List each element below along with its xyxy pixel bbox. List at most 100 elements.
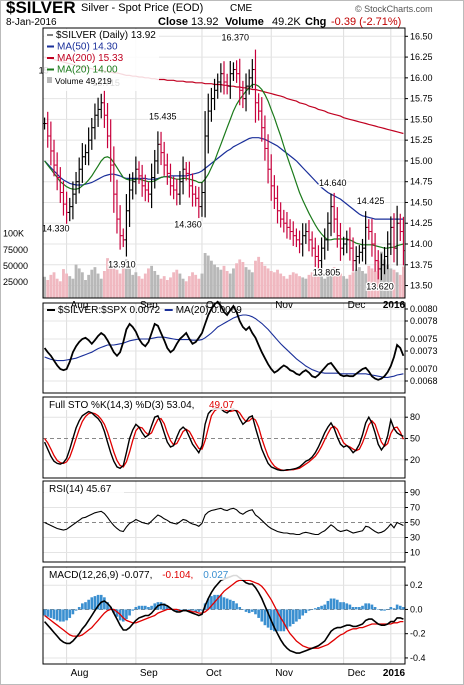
ratio-line [43,300,405,381]
volume-bar [307,274,311,298]
volume-bar [206,255,210,298]
volume-bar [323,278,327,298]
volume-bar [357,267,361,298]
volume-bar [392,269,396,298]
macd-histogram-bar [112,609,116,614]
rsi-line [44,507,404,536]
price-panel-frame [42,27,406,299]
macd-histogram-bar [125,609,128,620]
macd-histogram-bar [361,605,364,610]
x-month-label-top-1: Sep [140,300,158,311]
macd-histogram-bar [354,607,358,610]
macd-histogram-bar [364,603,367,610]
macd-histogram-bar [251,609,254,612]
macd-histogram-bar [43,609,46,616]
instrument-name: Silver - Spot Price (EOD) [81,2,204,14]
watermark: © StockCharts.com [355,4,433,14]
volume-bar [232,268,235,298]
macd-histogram-bar [345,603,349,610]
macd-histogram-bar [266,609,270,628]
y-tick-label-3-3: 30 [410,533,420,543]
symbol-title: $SILVER [6,0,76,17]
macd-histogram-bar [342,602,345,610]
volume-bar [209,260,213,298]
macd-histogram-bar [232,600,235,610]
y-tick-label-3-2: 50 [410,518,420,528]
macd-histogram-bar [153,603,157,610]
x-month-label-top-0: Aug [71,300,89,311]
volume-bar [46,280,50,298]
y-tick-label-2-1: 50 [410,434,420,444]
volume-bar [244,267,248,298]
price-legend-text-3: MA(20) 14.00 [57,65,118,76]
x-month-label-bottom-5: 2016 [383,668,406,679]
rsi-panel-frame [42,480,406,563]
ratio-ma20-line [44,314,404,378]
macd-histogram-bar [298,609,301,620]
macd-histogram-bar [329,598,333,610]
macd-legend-box [44,568,259,580]
ratio-panel-frame [42,302,406,394]
macd-histogram-bar [49,609,53,618]
volume-bar [150,265,154,298]
macd-histogram-bar [241,609,245,610]
macd-histogram-bar [386,609,390,610]
macd-histogram-bar [84,602,87,610]
price-legend-box [44,29,159,91]
macd-histogram-bar [260,609,264,622]
macd-histogram-bar [222,597,226,610]
volume-bar [187,276,191,298]
y-tick-label-1-5: 0.0068 [410,376,438,386]
y-tick-label-2-2: 20 [410,455,420,465]
price-annotation-4: 14.360 [174,219,202,229]
volume-bar [320,276,323,298]
macd-histogram-bar [288,609,292,627]
y-tick-label-4-2: -0.2 [410,629,426,639]
macd-histogram-bar [103,597,106,610]
macd-histogram-bar [301,609,305,616]
volume-bar [294,273,298,298]
macd-histogram-bar [398,605,402,610]
volume-bar [84,280,87,298]
volume-bar [162,276,166,298]
macd-histogram-bar [358,607,361,610]
macd-histogram-bar [197,609,201,612]
volume-bar [370,268,374,298]
volume-bar [329,271,333,298]
macd-histogram-bar [181,609,185,610]
volume-bar [361,271,364,298]
volume-bar [263,265,267,298]
legend-text-1-0: $SILVER:$SPX 0.0072 [58,305,161,316]
volume-bar [386,264,390,298]
rsi-legend-text-0: RSI(14) 45.67 [49,484,112,495]
volume-bar [153,271,157,298]
volume-bar [62,269,65,298]
macd-histogram-bar [376,609,380,610]
volume-bar [402,266,405,298]
volume-bar [140,278,144,298]
macd-histogram-bar [71,609,75,615]
macd-histogram-bar [383,609,386,611]
volume-bar [52,272,56,298]
volume-bar [364,273,368,298]
macd-histogram-bar [276,609,279,632]
macd-legend-text-0: MACD(12,26,9) -0.077, [49,570,152,581]
macd-histogram-bar [395,604,399,610]
volume-bar [90,269,94,298]
ma50-line [44,137,404,220]
volume-bar [172,272,176,298]
macd-histogram-bar [257,609,260,618]
y-tick-label-0-5: 15.25 [410,135,433,145]
macd-histogram-bar [351,607,355,610]
volume-bar [121,264,125,298]
macd-histogram-bar [68,609,72,618]
volume-bar [112,265,116,298]
volume-bar [77,268,81,298]
volume-bar [351,272,355,298]
volume-bar [225,271,229,298]
macd-histogram-bar [143,605,147,610]
x-month-label-bottom-3: Nov [275,668,293,679]
volume-bar [156,274,160,298]
volume-bar [200,273,204,298]
macd-histogram-bar [370,604,374,610]
